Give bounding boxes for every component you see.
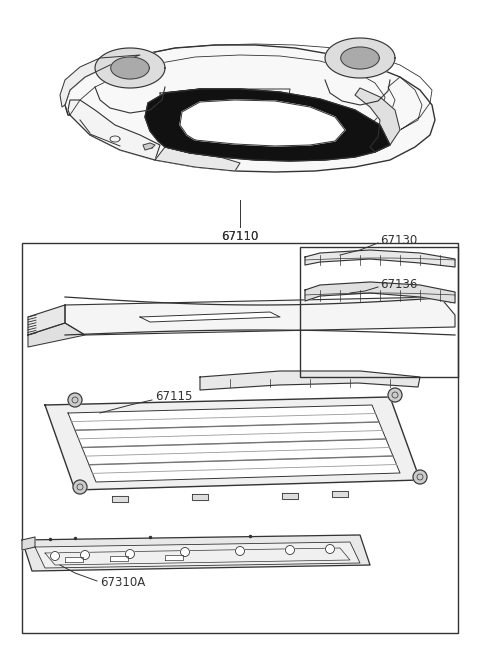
Polygon shape bbox=[28, 305, 65, 335]
Text: 67310A: 67310A bbox=[100, 576, 145, 588]
Polygon shape bbox=[112, 496, 128, 502]
Polygon shape bbox=[22, 537, 35, 550]
Polygon shape bbox=[341, 47, 379, 69]
Polygon shape bbox=[305, 282, 455, 303]
Circle shape bbox=[68, 393, 82, 407]
Polygon shape bbox=[325, 38, 395, 78]
Polygon shape bbox=[282, 493, 298, 499]
Circle shape bbox=[125, 550, 134, 559]
Polygon shape bbox=[68, 405, 400, 482]
Polygon shape bbox=[140, 312, 280, 322]
Circle shape bbox=[325, 544, 335, 553]
Polygon shape bbox=[305, 250, 455, 267]
Text: 67110: 67110 bbox=[221, 230, 259, 243]
Circle shape bbox=[81, 550, 89, 559]
Polygon shape bbox=[143, 143, 155, 150]
Polygon shape bbox=[145, 89, 390, 161]
Circle shape bbox=[73, 480, 87, 494]
Circle shape bbox=[180, 548, 190, 557]
Circle shape bbox=[236, 546, 244, 555]
Polygon shape bbox=[68, 100, 160, 160]
Polygon shape bbox=[60, 55, 140, 107]
Polygon shape bbox=[332, 491, 348, 497]
Polygon shape bbox=[192, 494, 208, 500]
Polygon shape bbox=[200, 371, 420, 390]
Polygon shape bbox=[155, 147, 240, 171]
Circle shape bbox=[286, 546, 295, 555]
Text: 67115: 67115 bbox=[155, 390, 192, 403]
Circle shape bbox=[413, 470, 427, 484]
Polygon shape bbox=[355, 88, 400, 152]
Polygon shape bbox=[95, 48, 165, 88]
Text: 67136: 67136 bbox=[380, 278, 418, 291]
Polygon shape bbox=[65, 45, 435, 172]
Polygon shape bbox=[65, 297, 455, 335]
Polygon shape bbox=[28, 323, 85, 347]
Polygon shape bbox=[45, 397, 420, 490]
Bar bbox=[300, 247, 458, 377]
Polygon shape bbox=[180, 100, 345, 146]
Text: 67130: 67130 bbox=[380, 233, 417, 246]
Polygon shape bbox=[165, 555, 183, 560]
Text: 67110: 67110 bbox=[221, 230, 259, 243]
Polygon shape bbox=[65, 557, 83, 562]
Polygon shape bbox=[111, 57, 149, 79]
Polygon shape bbox=[35, 542, 360, 568]
Circle shape bbox=[50, 552, 60, 561]
Polygon shape bbox=[110, 556, 128, 561]
Circle shape bbox=[388, 388, 402, 402]
Polygon shape bbox=[22, 535, 370, 571]
Bar bbox=[22, 243, 458, 633]
